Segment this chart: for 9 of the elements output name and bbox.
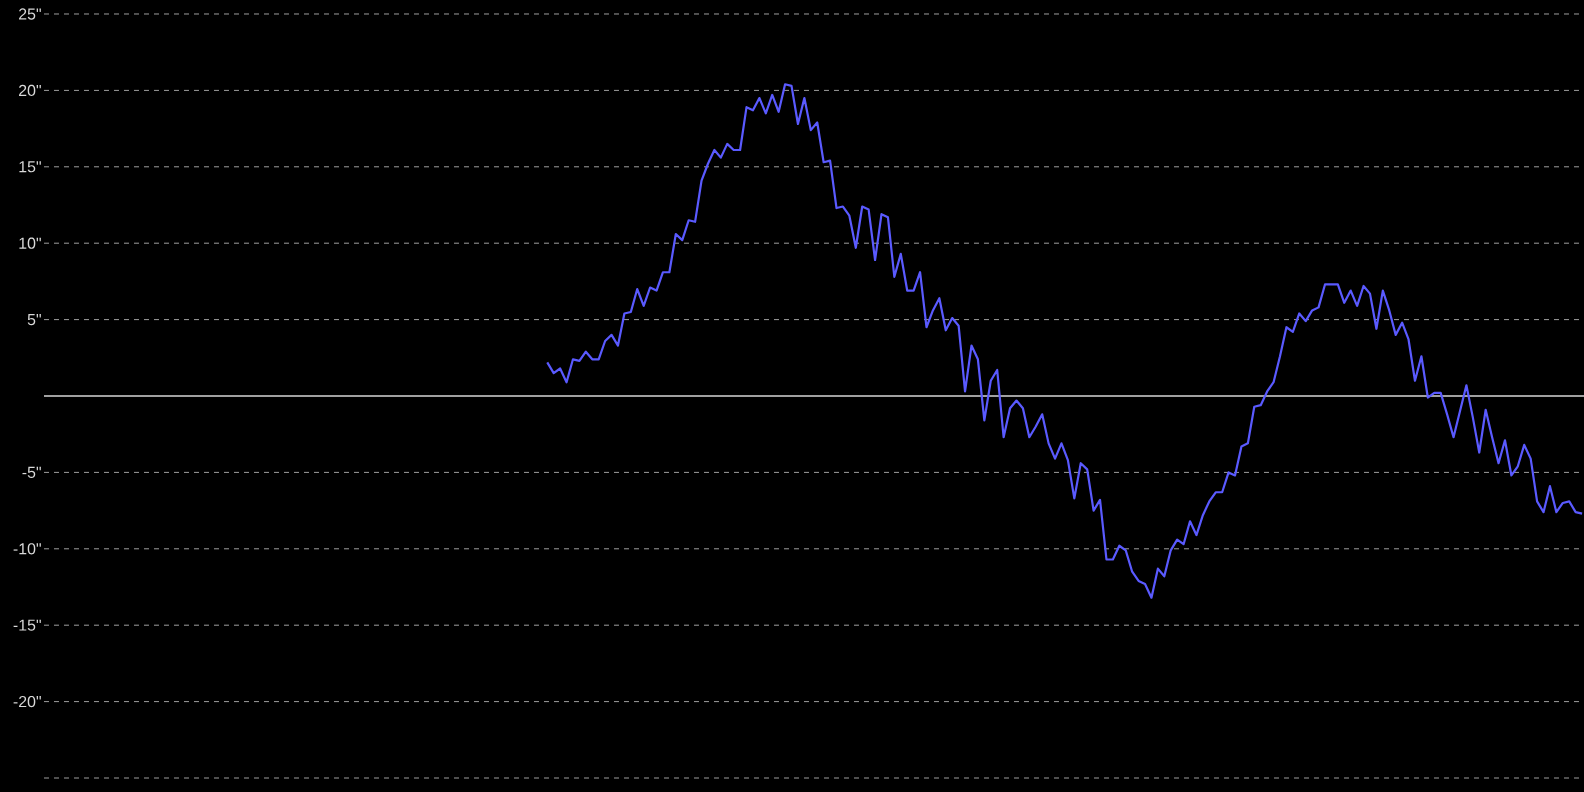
- y-tick-label: 15": [19, 161, 41, 173]
- y-tick-label: -15": [13, 619, 41, 631]
- y-tick-label: -5": [22, 466, 41, 478]
- y-tick-label: 5": [27, 314, 41, 326]
- y-tick-label: -10": [13, 543, 41, 555]
- y-tick-label: 20": [19, 84, 41, 97]
- y-tick-label: 25": [19, 8, 41, 20]
- y-tick-label: -20": [13, 695, 41, 708]
- y-tick-label: 10": [19, 237, 41, 249]
